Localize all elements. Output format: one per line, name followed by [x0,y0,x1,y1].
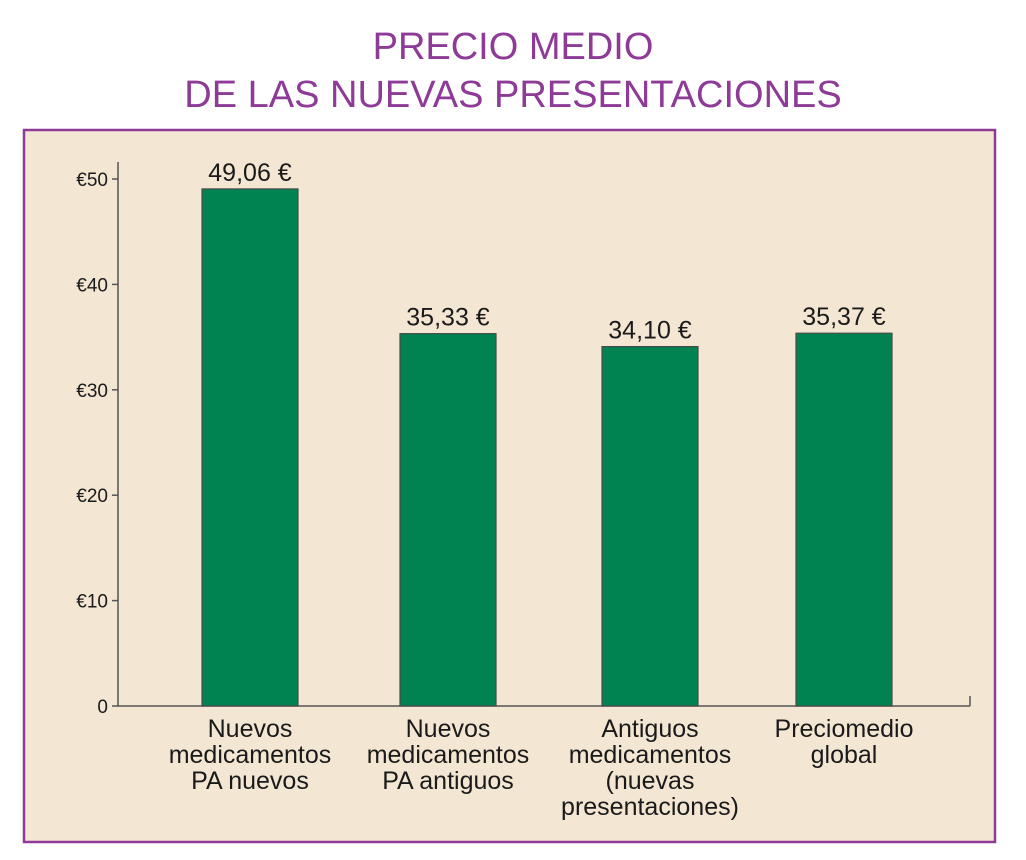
bar [795,332,893,707]
category-label: medicamentos [169,741,332,769]
y-tick-label: €20 [76,486,108,507]
category-label: PA antiguos [382,767,514,795]
y-tick-label: €50 [76,170,108,191]
category-label: global [811,741,878,769]
category-label: presentaciones) [561,793,739,821]
category-label: (nuevas [606,767,695,795]
y-tick-label: €40 [76,275,108,296]
category-label: medicamentos [569,741,732,769]
category-label: Nuevos [208,715,293,743]
category-label: PA nuevos [191,767,309,795]
bar-value-label: 35,33 € [406,304,490,332]
bar-value-label: 49,06 € [208,159,292,187]
chart-title-line-1: PRECIO MEDIO [372,26,654,68]
bars-group [201,188,893,707]
category-label: Antiguos [601,715,698,743]
bar-value-label: 35,37 € [802,303,886,331]
category-label: Nuevos [406,715,491,743]
y-tick-label: €30 [76,381,108,402]
bar [201,188,299,707]
y-tick-label: €10 [76,592,108,613]
bar [399,333,497,707]
category-label: medicamentos [367,741,530,769]
y-tick-label: 0 [97,697,108,718]
bar-value-label: 34,10 € [608,317,692,345]
chart-title-line-2: DE LAS NUEVAS PRESENTACIONES [184,74,842,116]
category-label: Preciomedio [775,715,914,743]
bar [601,345,699,707]
